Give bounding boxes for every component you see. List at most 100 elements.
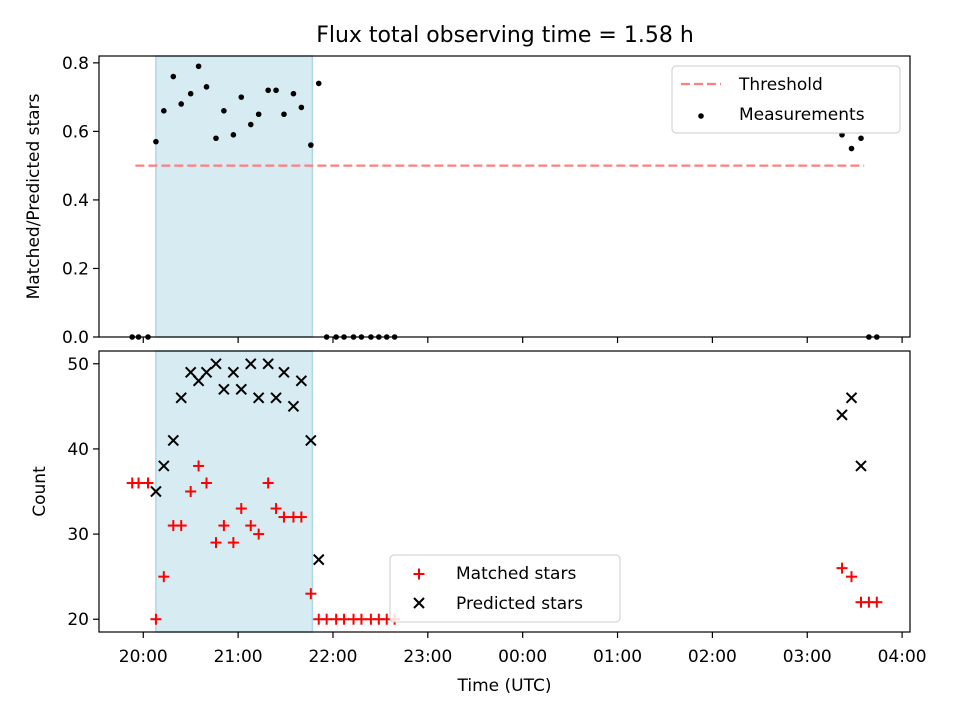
predicted-star-point bbox=[855, 460, 867, 472]
measurement-point bbox=[213, 135, 219, 142]
matched-star-point bbox=[175, 520, 187, 532]
xtick-label: 01:00 bbox=[593, 647, 642, 667]
top-ytick-label: 0.8 bbox=[62, 54, 89, 74]
xtick-label: 20:00 bbox=[119, 647, 168, 667]
matched-star-point bbox=[235, 503, 247, 515]
predicted-star-marker bbox=[218, 383, 230, 396]
predicted-star-point bbox=[262, 358, 274, 370]
matched-star-point bbox=[193, 460, 205, 472]
predicted-star-marker bbox=[167, 434, 180, 447]
top-ytick-label: 0.6 bbox=[62, 122, 89, 142]
measurement-point bbox=[247, 121, 254, 128]
measurement-point bbox=[129, 334, 135, 340]
measurement-point bbox=[170, 73, 177, 80]
measurement-point bbox=[308, 142, 314, 148]
predicted-star-point bbox=[167, 434, 180, 447]
predicted-star-point bbox=[245, 358, 257, 370]
predicted-star-marker bbox=[150, 485, 162, 498]
bottom-ytick-label: 20 bbox=[67, 610, 89, 630]
legend-top-box bbox=[671, 65, 901, 134]
matched-star-point bbox=[278, 511, 290, 523]
predicted-star-point bbox=[845, 392, 858, 404]
predicted-star-point bbox=[313, 553, 325, 566]
measurement-point bbox=[298, 104, 305, 111]
measurement-point bbox=[315, 80, 322, 87]
legend-threshold-label: Threshold bbox=[738, 75, 823, 95]
matched-star-point bbox=[871, 596, 883, 608]
matched-star-point bbox=[846, 571, 858, 583]
measurement-point bbox=[195, 63, 202, 70]
top-ylabel: Matched/Predicted stars bbox=[24, 93, 44, 299]
legend-top: Threshold Measurements bbox=[671, 65, 901, 134]
predicted-star-point bbox=[270, 392, 282, 404]
legend-measurements-swatch bbox=[698, 113, 704, 119]
legend-predicted-swatch bbox=[413, 597, 425, 609]
figure-title: Flux total observing time = 1.58 h bbox=[316, 23, 694, 48]
predicted-star-marker bbox=[158, 460, 170, 472]
matched-star-point bbox=[305, 588, 317, 600]
measurement-point bbox=[265, 87, 271, 94]
predicted-star-marker bbox=[200, 366, 213, 378]
matched-star-point bbox=[338, 613, 350, 625]
matched-star-point bbox=[836, 562, 848, 574]
measurement-point bbox=[383, 334, 390, 340]
predicted-star-marker bbox=[313, 553, 325, 566]
matched-star-point bbox=[210, 537, 222, 549]
legend-bottom: Matched stars Predicted stars bbox=[389, 554, 621, 623]
measurement-point bbox=[341, 334, 347, 340]
measurement-point bbox=[230, 132, 237, 138]
bottom-ylabel: Count bbox=[30, 466, 50, 517]
measurement-point bbox=[358, 334, 365, 340]
predicted-star-marker bbox=[210, 358, 222, 370]
matched-star-point bbox=[270, 503, 282, 515]
measurement-point bbox=[161, 108, 167, 114]
matched-star-point bbox=[201, 477, 213, 489]
predicted-star-point bbox=[200, 366, 213, 378]
shaded-interval-bottom bbox=[155, 350, 314, 633]
predicted-star-marker bbox=[295, 375, 308, 387]
measurement-point bbox=[376, 334, 382, 340]
xtick-label: 21:00 bbox=[214, 647, 263, 667]
matched-star-point bbox=[158, 571, 170, 583]
measurement-point bbox=[874, 334, 880, 340]
predicted-star-point bbox=[235, 383, 247, 396]
measurement-point bbox=[255, 111, 262, 118]
measurement-point bbox=[848, 145, 855, 152]
predicted-star-marker bbox=[270, 392, 282, 404]
xtick-label: 00:00 bbox=[498, 647, 547, 667]
measurement-point bbox=[281, 111, 287, 118]
measurement-point bbox=[368, 334, 374, 340]
legend-bottom-box bbox=[389, 554, 621, 623]
measurement-point bbox=[135, 334, 142, 340]
predicted-star-point bbox=[305, 434, 317, 447]
matched-star-point bbox=[355, 613, 367, 625]
predicted-star-point bbox=[210, 358, 222, 370]
predicted-star-point bbox=[175, 392, 187, 404]
top-ytick-label: 0.4 bbox=[62, 191, 89, 211]
predicted-star-marker bbox=[836, 409, 848, 421]
predicted-star-point bbox=[252, 392, 265, 404]
predicted-star-marker bbox=[227, 366, 240, 378]
measurement-point bbox=[238, 94, 245, 100]
measurement-point bbox=[145, 334, 151, 340]
predicted-star-point bbox=[218, 383, 230, 396]
matched-star-point bbox=[262, 477, 274, 489]
predicted-star-point bbox=[227, 366, 240, 378]
predicted-star-point bbox=[278, 366, 290, 378]
predicted-star-point bbox=[158, 460, 170, 472]
measurement-point bbox=[333, 334, 339, 340]
xtick-label: 22:00 bbox=[308, 647, 357, 667]
predicted-star-marker bbox=[245, 358, 257, 370]
predicted-star-marker bbox=[184, 366, 197, 378]
legend-predicted-label: Predicted stars bbox=[456, 594, 583, 614]
measurement-point bbox=[153, 138, 159, 145]
measurement-point bbox=[323, 334, 330, 340]
predicted-star-marker bbox=[855, 460, 867, 472]
predicted-star-marker bbox=[287, 400, 300, 413]
predicted-star-marker bbox=[278, 366, 290, 378]
xtick-label: 04:00 bbox=[878, 647, 927, 667]
axes-frame-bottom bbox=[98, 350, 911, 633]
predicted-star-marker bbox=[845, 392, 858, 404]
matched-star-point bbox=[150, 613, 162, 625]
matched-star-point bbox=[253, 528, 265, 540]
